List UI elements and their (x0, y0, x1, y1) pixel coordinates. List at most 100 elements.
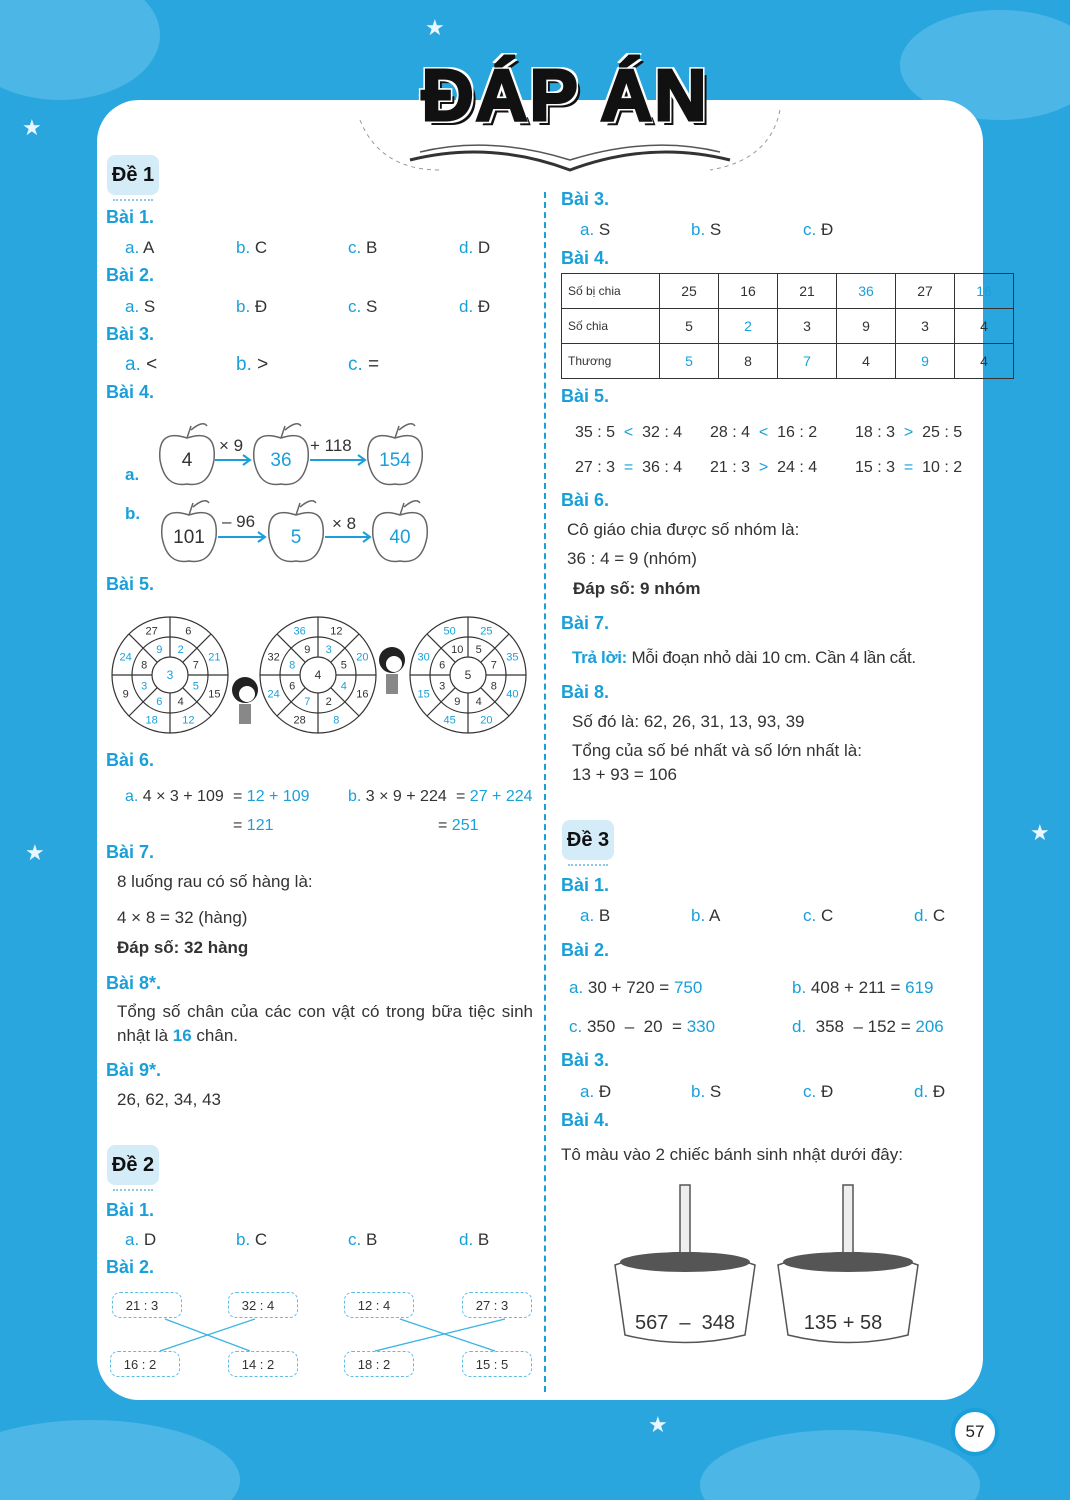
right-expression: 24 : 4 (777, 459, 818, 476)
answer-label: b. (236, 354, 252, 375)
de2-badge: Đề 2 (107, 1145, 159, 1191)
answer-value: Đ (250, 297, 268, 316)
wheel-center-number: 4 (315, 668, 322, 682)
apple-stem (295, 500, 317, 516)
table-row: Số bị chia 25 16 21 36 27 16 (561, 273, 1014, 309)
table-cell: 36 (836, 273, 896, 309)
equals: = (233, 817, 247, 834)
de2-bai2-title: Bài 2. (106, 1257, 155, 1277)
equals: = (438, 817, 452, 834)
cake-expression: 567 – 348 (634, 1312, 736, 1334)
wheel-number: 4 (341, 681, 347, 693)
table-cell: 4 (954, 308, 1014, 344)
comparison: 18 : 3 > 25 : 5 (855, 422, 962, 444)
answer-label: b. (691, 906, 706, 925)
star-icon: ★ (425, 15, 445, 40)
answer-value: D (139, 1230, 157, 1249)
operation-label: × 9 (219, 436, 244, 455)
wheel-number: 32 (268, 652, 280, 664)
wheel-number: 21 (208, 652, 220, 664)
expression: 358 – 152 = (806, 1017, 916, 1036)
wheel-number: 15 (418, 688, 430, 700)
wheel-number: 9 (304, 644, 310, 656)
answer-value: Đ (816, 220, 834, 239)
answer-value: S (594, 220, 611, 239)
child-body (239, 704, 251, 724)
answer-label: b. (691, 1082, 706, 1101)
wheel-center-number: 5 (465, 668, 472, 682)
answer: d. Đ (914, 1081, 945, 1103)
label: a. (569, 978, 584, 997)
calculation: b. 408 + 211 = 619 (792, 977, 934, 999)
answer-label: c. (348, 238, 362, 257)
wheel-divider (276, 687, 306, 717)
result: 750 (673, 978, 703, 997)
bai4-b-label: b. (125, 504, 141, 523)
label: a. (125, 788, 139, 805)
division-table: Số bị chia 25 16 21 36 27 16 Số chia 5 2 3 9 3 4 Thươn… (561, 273, 1014, 379)
bai7-line: 4 × 8 = 32 (hàng) (117, 908, 248, 927)
answer-label: b. (691, 220, 706, 239)
comparison: 27 : 3 = 36 : 4 (575, 457, 682, 479)
answer-label: b. (236, 1230, 251, 1249)
bai4-a-label: a. (125, 465, 140, 484)
bai7-line: 8 luống rau có số hàng là: (117, 872, 313, 891)
operation-label: + 118 (310, 436, 352, 455)
answer: c. B (348, 237, 377, 259)
answer: b. A (691, 905, 720, 927)
bai8-line: Số đó là: 62, 26, 31, 13, 93, 39 (572, 712, 805, 731)
operation-label: × 8 (332, 514, 357, 533)
table-cell: 9 (895, 343, 955, 379)
answer: a. S (125, 296, 155, 318)
answer-value: B (473, 1230, 490, 1249)
right-expression: 32 : 4 (642, 424, 683, 441)
wheel-number: 30 (418, 652, 430, 664)
answer-label: a. (125, 354, 141, 375)
bai6-a-step1: = 12 + 109 (233, 786, 310, 808)
apple-value: 154 (379, 450, 411, 471)
wheel-number: 50 (444, 626, 456, 638)
apple-stem (394, 423, 416, 439)
result: 330 (686, 1017, 716, 1036)
de1-bai1-title: Bài 1. (106, 207, 155, 227)
right-expression: 25 : 5 (922, 424, 963, 441)
answer-label: c. (803, 906, 817, 925)
right-expression: 10 : 2 (922, 459, 963, 476)
table-cell: 8 (718, 343, 778, 379)
wheel-number: 28 (294, 714, 306, 726)
comparison: 21 : 3 > 24 : 4 (710, 457, 817, 479)
comparison-operator: < (623, 424, 634, 441)
wheel-divider (182, 633, 212, 663)
answer-label: a. (580, 906, 595, 925)
wheel-number: 8 (289, 659, 295, 671)
table-cell: 7 (777, 343, 837, 379)
answer-label: b. (236, 297, 251, 316)
answer-value: A (705, 906, 721, 925)
wheel-number: 5 (341, 659, 347, 671)
comparison-operator: > (758, 459, 769, 476)
answer-value: = (362, 354, 380, 375)
answer-label: a. (580, 220, 595, 239)
left-expression: 18 : 3 (855, 424, 896, 441)
carrot-expression-box: 15 : 5 (462, 1351, 532, 1377)
expression: 408 + 211 = (806, 978, 906, 997)
wheel-number: 20 (356, 652, 368, 664)
bai7-answer: Đáp số: 32 hàng (117, 938, 249, 957)
label: d. (792, 1017, 807, 1036)
answer-label: d. (914, 906, 929, 925)
wheel-number: 7 (304, 696, 310, 708)
operation-label: – 96 (222, 512, 256, 531)
answer-value: > (251, 354, 269, 375)
answer: b. C (236, 1229, 267, 1251)
wheel-number: 12 (182, 714, 194, 726)
wheel-number: 2 (326, 696, 332, 708)
apple-value: 5 (290, 527, 302, 548)
de3-bai1-title: Bài 1. (561, 875, 610, 895)
answer: c. = (348, 354, 379, 376)
apple-icon (367, 434, 423, 486)
apple-value: 101 (173, 527, 205, 548)
bai6-line: Cô giáo chia được số nhóm là: (567, 520, 800, 539)
de3-bai2-title: Bài 2. (561, 940, 610, 960)
